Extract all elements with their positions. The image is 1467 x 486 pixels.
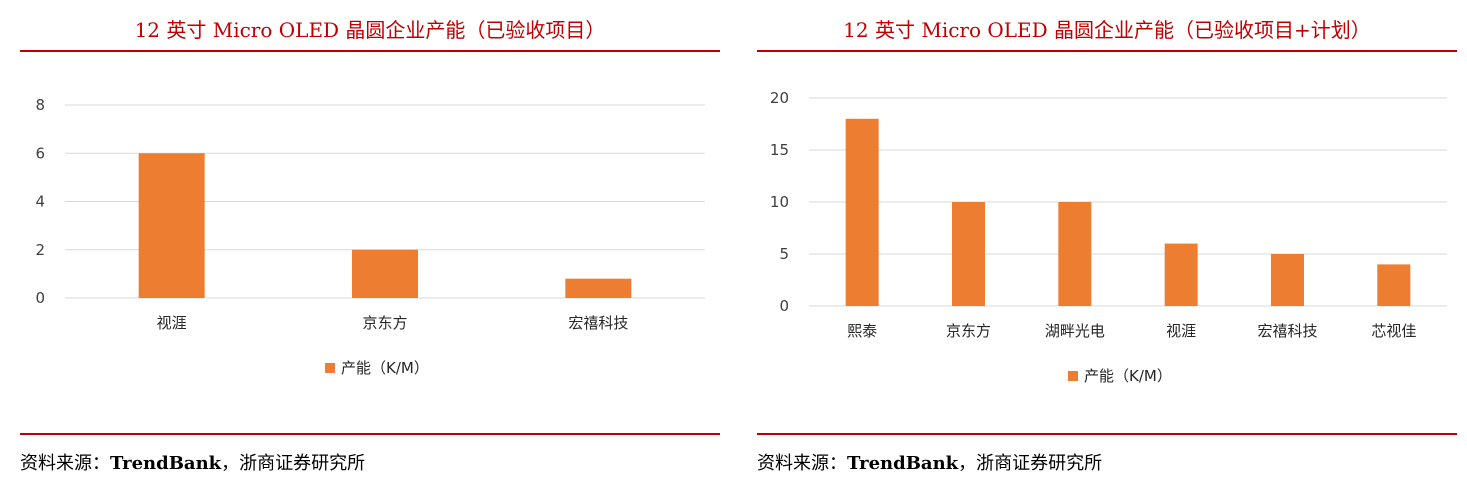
source-rule <box>20 433 720 435</box>
bar <box>845 118 879 306</box>
x-category-label: 宏禧科技 <box>568 314 628 332</box>
y-tick-label: 0 <box>35 289 45 307</box>
x-category-label: 芯视佳 <box>1371 322 1416 340</box>
bar <box>1377 264 1411 306</box>
x-category-label: 视涯 <box>157 314 187 332</box>
y-tick-label: 4 <box>35 193 45 211</box>
legend-label: 产能（K/M） <box>341 359 429 377</box>
y-tick-label: 6 <box>35 144 45 162</box>
legend-label: 产能（K/M） <box>1084 367 1172 385</box>
x-category-label: 宏禧科技 <box>1257 322 1317 340</box>
source-note: 资料来源：TrendBank，浙商证券研究所 <box>757 453 1103 474</box>
chart-panel-left: 12 英寸 Micro OLED 晶圆企业产能（已验收项目） 0 2 4 6 8 视涯 京东… <box>20 0 720 486</box>
legend-swatch <box>325 363 335 373</box>
chart-title: 12 英寸 Micro OLED 晶圆企业产能（已验收项目+计划） <box>843 18 1371 42</box>
bar <box>565 278 632 298</box>
chart-panel-right: 12 英寸 Micro OLED 晶圆企业产能（已验收项目+计划） 0 5 10 15… <box>757 0 1457 486</box>
legend-swatch <box>1068 371 1078 381</box>
y-tick-label: 10 <box>770 193 789 211</box>
source-rule <box>757 433 1457 435</box>
chart-title: 12 英寸 Micro OLED 晶圆企业产能（已验收项目） <box>134 18 606 42</box>
bar <box>1164 243 1198 306</box>
y-tick-label: 2 <box>35 241 45 259</box>
y-tick-label: 15 <box>770 141 789 159</box>
bar <box>1058 202 1092 306</box>
title-rule <box>757 50 1457 52</box>
bar <box>952 202 985 306</box>
bar <box>1271 254 1304 306</box>
x-category-label: 京东方 <box>362 314 407 332</box>
x-category-label: 视涯 <box>1166 322 1196 340</box>
y-tick-label: 0 <box>779 297 789 315</box>
bar <box>138 153 205 298</box>
y-tick-label: 8 <box>35 96 45 114</box>
x-category-label: 熙泰 <box>847 322 877 340</box>
source-note: 资料来源：TrendBank，浙商证券研究所 <box>20 453 366 474</box>
x-category-label: 京东方 <box>946 322 991 340</box>
y-tick-label: 20 <box>770 89 789 107</box>
title-rule <box>20 50 720 52</box>
x-category-label: 湖畔光电 <box>1045 322 1105 340</box>
bar <box>352 249 418 298</box>
y-tick-label: 5 <box>779 245 789 263</box>
